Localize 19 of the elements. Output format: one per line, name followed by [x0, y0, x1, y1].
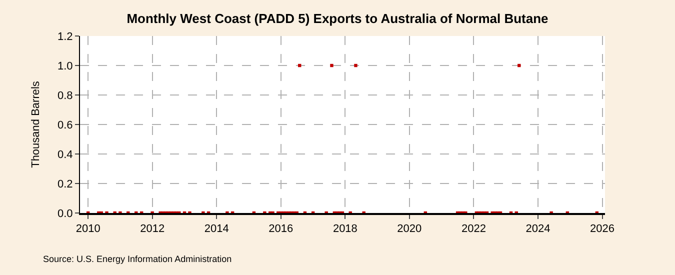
x-tick-label: 2014	[204, 222, 229, 235]
x-tick-label: 2024	[526, 222, 550, 235]
y-axis-title: Thousand Barrels	[30, 80, 42, 168]
x-tick-label: 2016	[268, 222, 294, 235]
y-tick-label: 0.8	[58, 90, 73, 102]
chart-title: Monthly West Coast (PADD 5) Exports to Australia of Normal Butane	[126, 10, 548, 26]
x-tick-label: 2010	[76, 222, 100, 235]
y-tick-label: 0.4	[58, 148, 73, 161]
x-tick-label: 2012	[140, 222, 165, 235]
x-tick-label: 2020	[397, 222, 422, 235]
y-tick-label: 0.2	[58, 178, 73, 190]
y-tick-label: 1.0	[58, 60, 73, 72]
source-note: Source: U.S. Energy Information Administration	[43, 254, 232, 264]
y-tick-label: 1.2	[58, 30, 73, 43]
y-tick-label: 0.0	[58, 208, 73, 220]
x-tick-label: 2026	[590, 222, 615, 235]
x-tick-label: 2018	[332, 222, 358, 235]
x-tick-label: 2022	[461, 222, 486, 235]
y-tick-label: 0.6	[58, 119, 73, 132]
